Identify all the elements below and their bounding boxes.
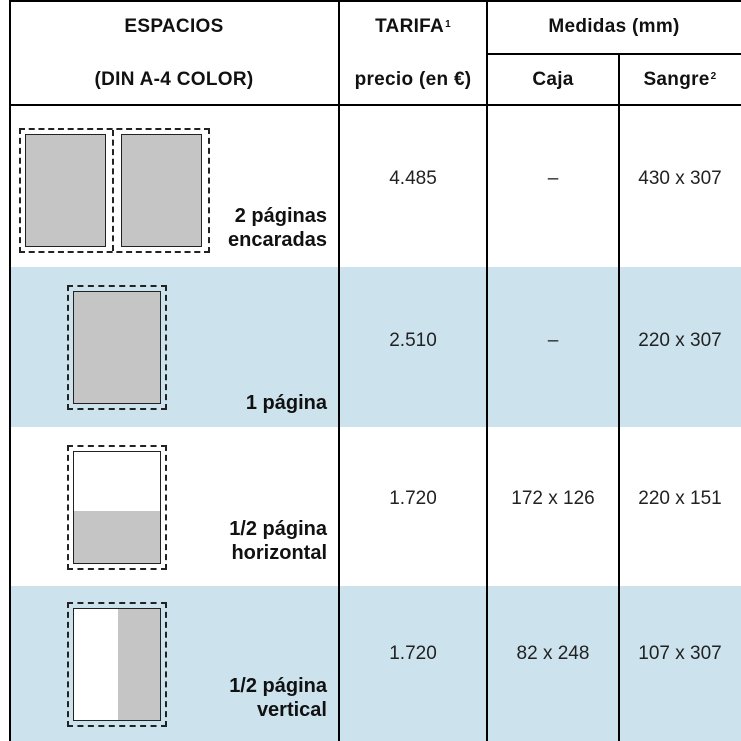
caja-value: 82 x 248 xyxy=(516,643,590,664)
sangre-value: 220 x 307 xyxy=(638,330,722,351)
half-fill xyxy=(118,609,160,720)
header-caja: Caja xyxy=(532,68,574,90)
grid-line xyxy=(486,0,488,741)
rates-table: ESPACIOS (DIN A-4 COLOR) TARIFA 1 precio … xyxy=(9,0,741,741)
half-page-horizontal-icon xyxy=(67,445,167,570)
grid-line xyxy=(487,53,741,55)
header-espacios: ESPACIOS xyxy=(124,16,224,37)
sangre-value: 107 x 307 xyxy=(638,643,722,664)
page-outline xyxy=(73,451,161,564)
page-left-fill xyxy=(25,134,106,247)
space-label-line1: 1/2 página xyxy=(229,675,327,697)
caja-value: 172 x 126 xyxy=(511,488,595,509)
precio-value: 1.720 xyxy=(389,643,437,664)
precio-value: 4.485 xyxy=(389,168,437,189)
space-label-half-vertical: 1/2 página vertical xyxy=(229,674,327,722)
header-din: (DIN A-4 COLOR) xyxy=(94,68,254,90)
space-label-line1: 1/2 página xyxy=(229,518,327,540)
page-fill xyxy=(73,291,161,404)
header-tarifa: TARIFA 1 xyxy=(339,0,487,54)
sangre-value: 430 x 307 xyxy=(638,168,722,189)
header-precio: precio (en €) xyxy=(354,68,472,90)
page-outline xyxy=(73,608,161,721)
space-label-line2: horizontal xyxy=(231,542,327,564)
double-page-icon xyxy=(19,128,210,253)
half-fill xyxy=(74,511,160,563)
page-divider xyxy=(112,130,114,251)
tarifa-footnote-marker: 1 xyxy=(445,18,451,30)
precio-value: 1.720 xyxy=(389,488,437,509)
space-label-line1: 1 página xyxy=(245,392,327,414)
caja-value: – xyxy=(547,330,559,351)
grid-line xyxy=(618,53,620,741)
single-page-icon xyxy=(67,285,167,410)
space-label-line2: vertical xyxy=(256,699,327,721)
sangre-footnote-marker: 2 xyxy=(710,71,717,82)
sangre-value: 220 x 151 xyxy=(638,488,722,509)
header-medidas: Medidas (mm) xyxy=(548,16,680,37)
header-sangre: Sangre 2 xyxy=(619,54,741,105)
space-label-1-pagina: 1 página xyxy=(246,391,327,415)
tarifa-label: TARIFA xyxy=(375,16,445,37)
page-right-fill xyxy=(121,134,202,247)
precio-value: 2.510 xyxy=(389,330,437,351)
space-label-line2: encaradas xyxy=(228,229,327,251)
half-page-vertical-icon xyxy=(67,602,167,727)
grid-line xyxy=(9,0,741,2)
space-label-2-paginas: 2 páginas encaradas xyxy=(228,204,327,252)
space-label-line1: 2 páginas xyxy=(234,205,327,227)
grid-line xyxy=(338,0,340,741)
sangre-label: Sangre xyxy=(643,68,710,90)
caja-value: – xyxy=(547,168,559,189)
grid-line xyxy=(9,0,11,741)
grid-line xyxy=(9,104,741,106)
space-label-half-horizontal: 1/2 página horizontal xyxy=(229,517,327,565)
